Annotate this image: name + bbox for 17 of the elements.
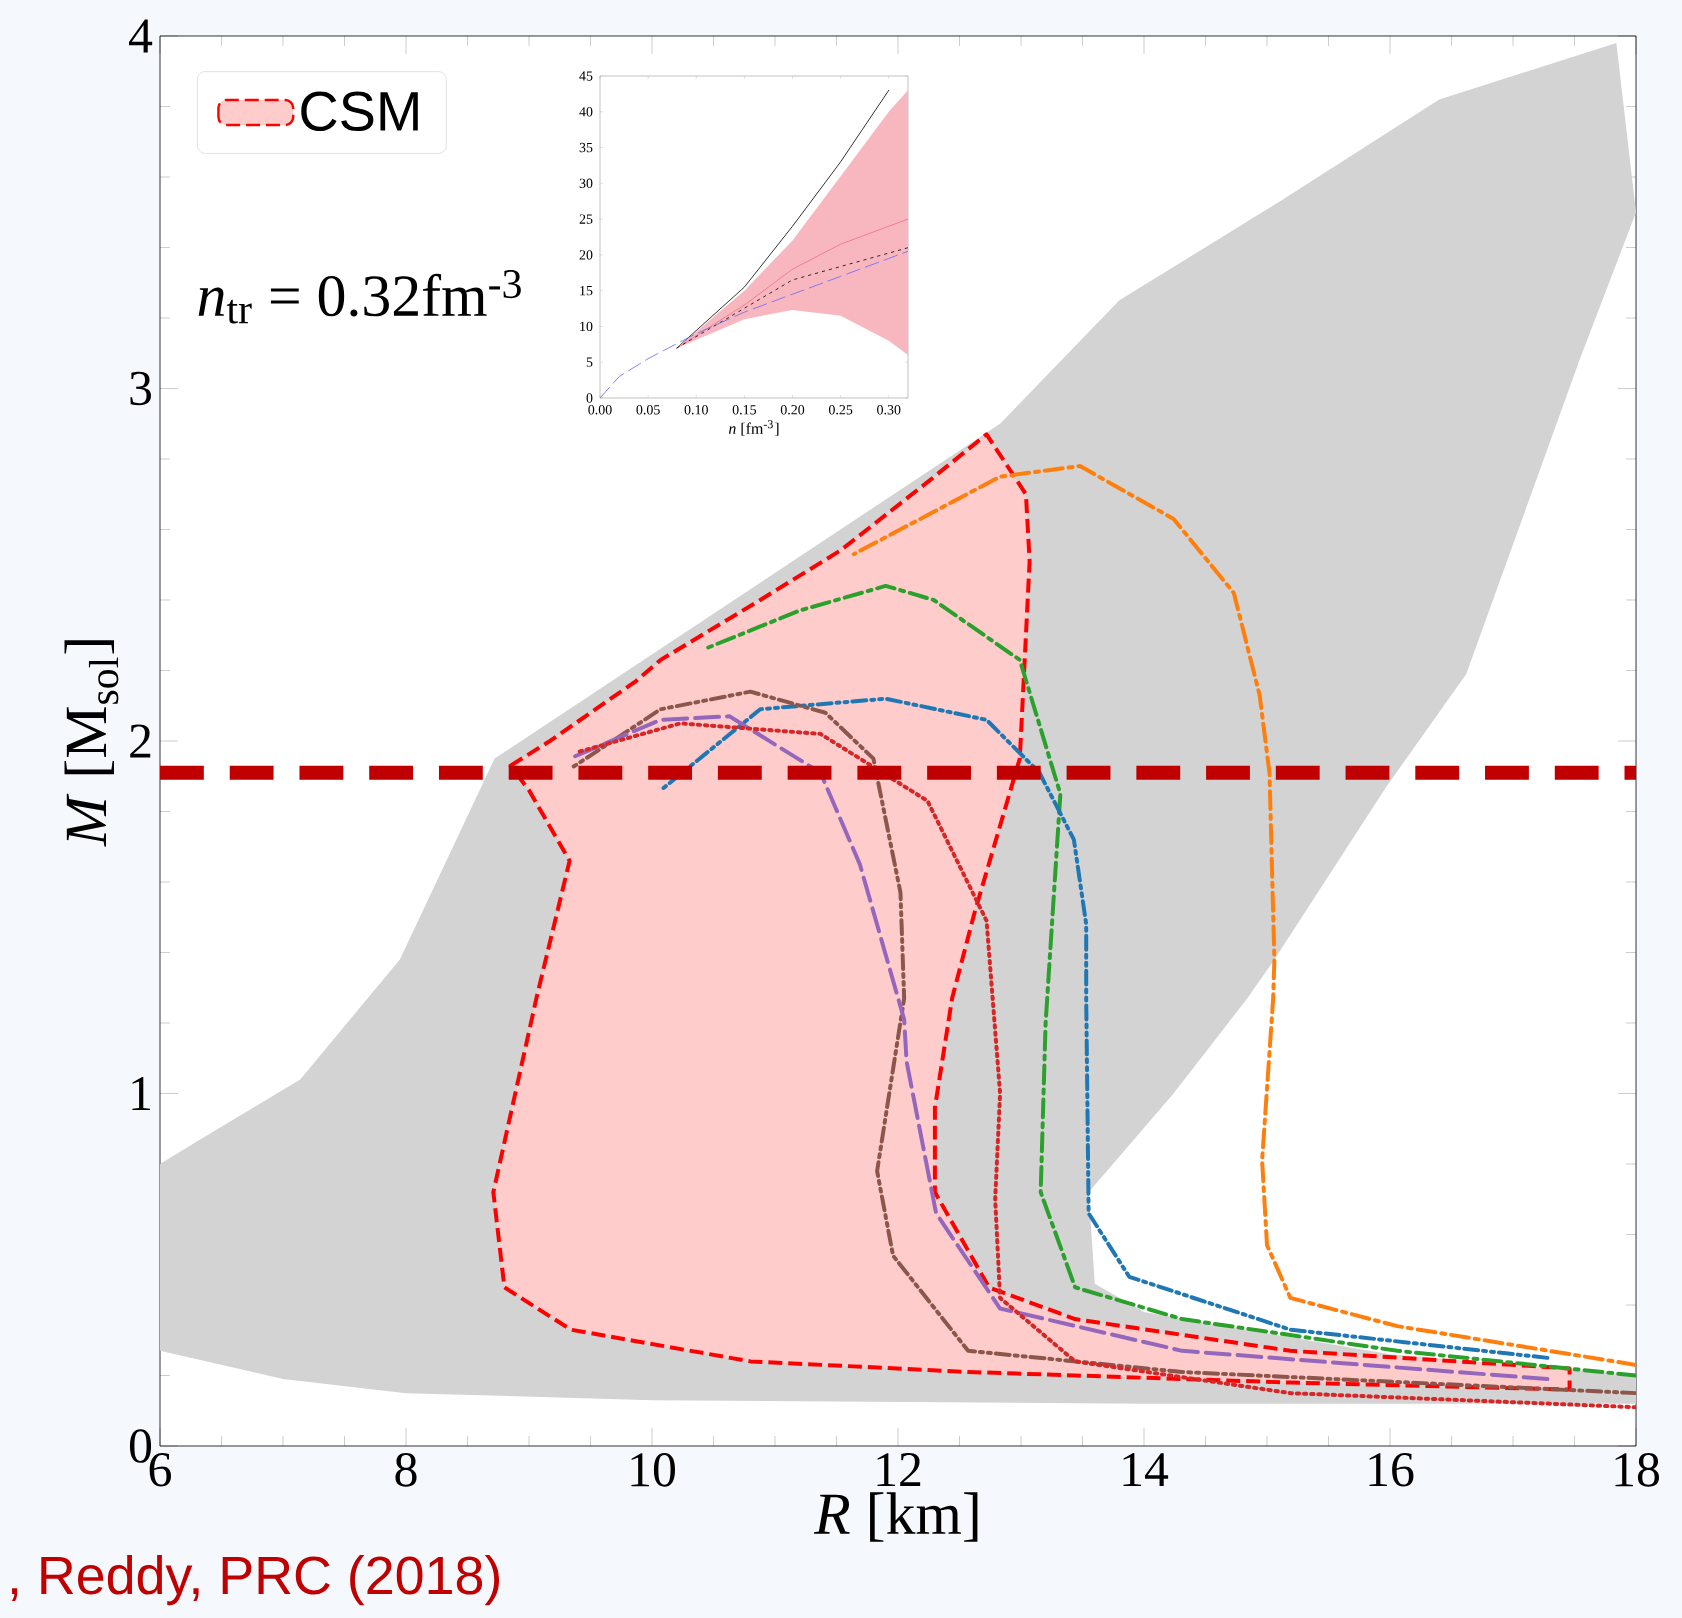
y-axis-title: M [M$_{sol}$] [64,640,119,847]
x-tick-label: 10 [631,1453,675,1487]
y-tick-label: 0 [129,1429,152,1463]
y-tick-label: 3 [130,371,152,406]
x-tick-label: 6 [149,1453,171,1487]
y-tick-label: 1 [132,1077,150,1110]
x-tick-label: 12 [877,1453,921,1487]
legend-label: CSM [301,91,418,132]
x-axis-title: R [km] [813,1492,978,1542]
y-tick-label: 4 [129,19,153,53]
annotation: n$_{tr}$ = 0.32fm$^{-3}$ [198,270,521,324]
x-tick-label: 14 [1123,1453,1169,1486]
x-tick-label: 18 [1615,1453,1660,1487]
text: , Reddy, PRC (2018) [11,1555,499,1606]
x-tick-label: 16 [1369,1453,1414,1487]
y-tick-label: 2 [130,724,151,758]
x-tick-label: 8 [395,1453,417,1487]
